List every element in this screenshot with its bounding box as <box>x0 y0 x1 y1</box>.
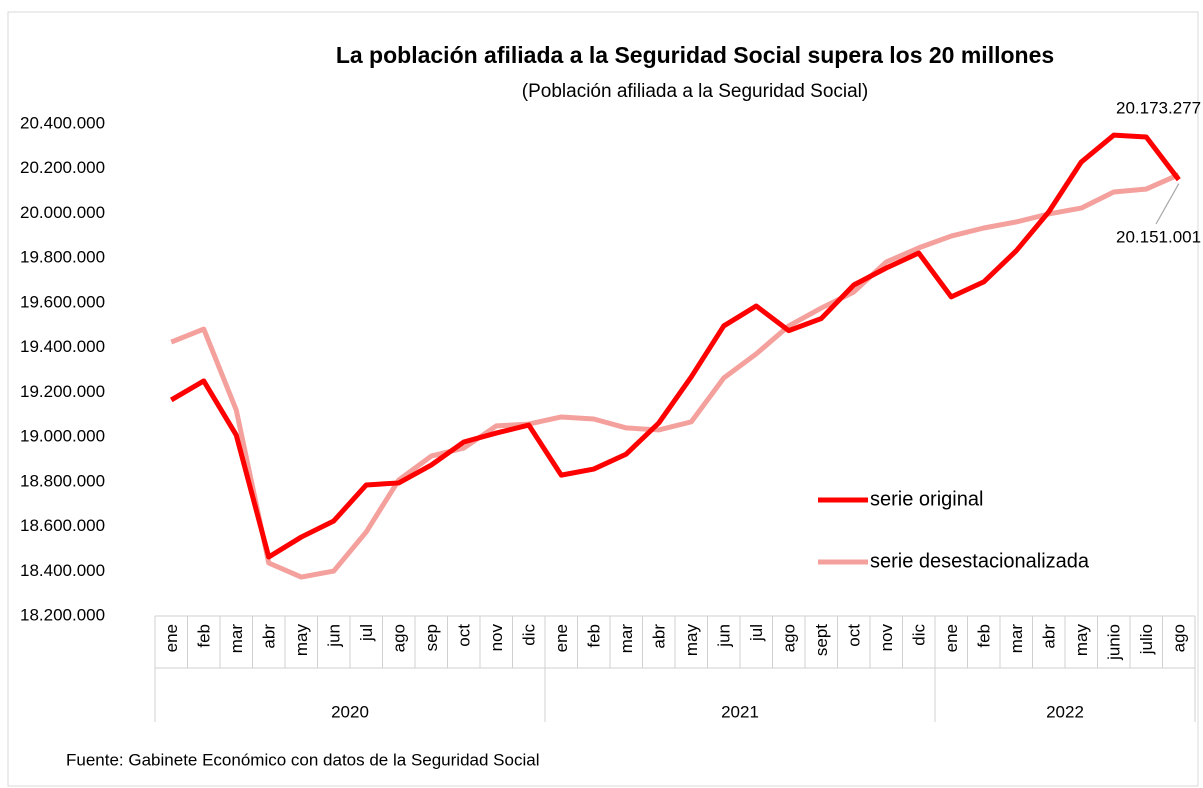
x-tick-label: feb <box>194 624 213 648</box>
x-tick-label: mar <box>227 624 246 654</box>
x-tick-label: mar <box>617 624 636 654</box>
x-tick-label: julio <box>1137 624 1156 655</box>
series-line <box>170 172 1180 580</box>
chart-subtitle: (Población afiliada a la Seguridad Socia… <box>522 81 868 102</box>
x-tick-label: ago <box>1169 624 1188 652</box>
x-tick-label: jul <box>357 624 376 642</box>
y-tick-label: 18.400.000 <box>20 561 105 580</box>
y-tick-label: 19.400.000 <box>20 337 105 356</box>
source: Fuente: Gabinete Económico con datos de … <box>66 750 539 769</box>
label-leader <box>1155 183 1180 225</box>
x-tick-label: may <box>1072 624 1091 657</box>
x-tick-label: may <box>292 624 311 657</box>
x-tick-label: nov <box>877 624 896 652</box>
x-tick-label: ene <box>552 624 571 652</box>
group-label: 2021 <box>721 702 759 721</box>
data-label: 20.173.277 <box>1116 98 1201 117</box>
x-tick-label: may <box>682 624 701 657</box>
x-tick-label: ene <box>942 624 961 652</box>
y-tick-label: 19.800.000 <box>20 248 105 267</box>
y-tick-label: 20.400.000 <box>20 113 105 132</box>
x-tick-label: abr <box>1039 624 1058 649</box>
group-label: 2022 <box>1046 702 1084 721</box>
chart-title: La población afiliada a la Seguridad Soc… <box>336 42 1054 68</box>
y-tick-label: 18.600.000 <box>20 516 105 535</box>
x-tick-label: dic <box>909 624 928 646</box>
x-tick-label: abr <box>649 624 668 649</box>
series-line <box>169 132 1181 560</box>
group-label: 2020 <box>331 702 369 721</box>
y-tick-label: 18.200.000 <box>20 605 105 624</box>
x-tick-label: ene <box>162 624 181 652</box>
y-tick-label: 18.800.000 <box>20 471 105 490</box>
x-tick-label: feb <box>584 624 603 648</box>
y-tick-label: 19.600.000 <box>20 292 105 311</box>
x-tick-label: oct <box>454 624 473 647</box>
y-tick-label: 19.000.000 <box>20 427 105 446</box>
x-tick-label: dic <box>519 624 538 646</box>
legend-label: serie original <box>870 488 983 510</box>
x-tick-label: feb <box>974 624 993 648</box>
y-tick-label: 20.000.000 <box>20 203 105 222</box>
legend-label: serie desestacionalizada <box>870 550 1090 572</box>
y-tick-label: 19.200.000 <box>20 382 105 401</box>
x-tick-label: jun <box>714 624 733 648</box>
data-label: 20.151.001 <box>1116 227 1201 246</box>
x-tick-label: nov <box>487 624 506 652</box>
x-tick-label: jul <box>747 624 766 642</box>
x-tick-label: sept <box>812 624 831 656</box>
y-tick-label: 20.200.000 <box>20 158 105 177</box>
chart-border <box>7 11 1199 787</box>
x-tick-label: ago <box>779 624 798 652</box>
x-tick-label: mar <box>1007 624 1026 654</box>
x-tick-label: abr <box>259 624 278 649</box>
x-tick-label: oct <box>844 624 863 647</box>
x-tick-label: ago <box>389 624 408 652</box>
x-tick-label: sep <box>422 624 441 651</box>
x-tick-label: junio <box>1104 624 1123 661</box>
x-tick-label: jun <box>324 624 343 648</box>
